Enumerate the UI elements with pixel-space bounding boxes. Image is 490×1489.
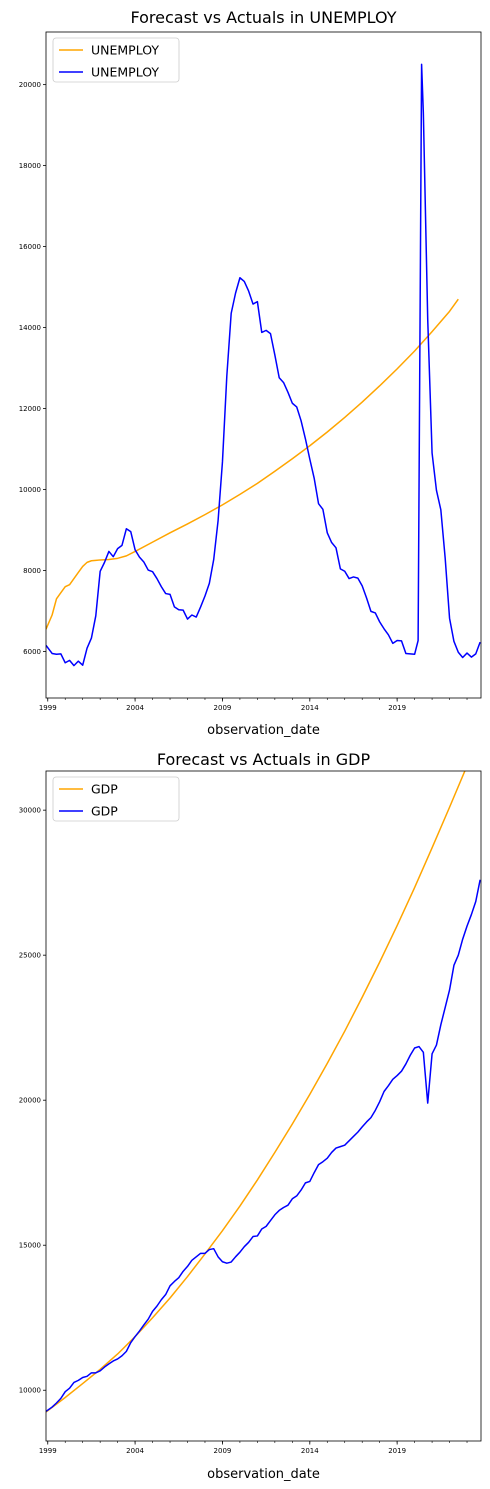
x-tick-label: 2009	[214, 704, 232, 712]
legend-label: UNEMPLOY	[91, 43, 159, 58]
y-tick-label: 14000	[19, 324, 41, 332]
legend-box	[52, 776, 180, 822]
x-tick-label: 2014	[301, 704, 319, 712]
plot-frame	[45, 770, 482, 1442]
series-line-actual	[46, 879, 481, 1413]
chart-panel-2: Forecast vs Actuals in GDP 10000 15000 2000…	[19, 750, 482, 1482]
x-tick-label: 1999	[39, 1447, 57, 1455]
y-tick-label: 30000	[19, 807, 41, 815]
y-tick-label: 20000	[19, 81, 41, 89]
x-axis-label: observation_date	[207, 1467, 320, 1482]
legend-label: UNEMPLOY	[91, 65, 159, 80]
y-tick-label: 8000	[23, 567, 41, 575]
y-tick-label: 10000	[19, 1387, 41, 1395]
legend: UNEMPLOY UNEMPLOY	[52, 37, 180, 83]
x-tick-label: 1999	[39, 704, 57, 712]
plot-frame	[45, 31, 482, 699]
series-line-forecast	[46, 771, 466, 1413]
series-line-forecast	[46, 298, 459, 630]
legend-label: GDP	[91, 804, 118, 819]
chart-title: Forecast vs Actuals in UNEMPLOY	[131, 8, 397, 27]
y-tick-label: 16000	[19, 243, 41, 251]
legend: GDP GDP	[52, 776, 180, 822]
chart-title: Forecast vs Actuals in GDP	[157, 750, 371, 769]
y-tick-label: 12000	[19, 405, 41, 413]
x-tick-label: 2004	[126, 1447, 144, 1455]
x-tick-label: 2004	[126, 704, 144, 712]
x-tick-label: 2014	[301, 1447, 319, 1455]
legend-box	[52, 37, 180, 83]
series-line-actual	[46, 63, 481, 667]
y-tick-label: 18000	[19, 162, 41, 170]
y-tick-label: 6000	[23, 648, 41, 656]
y-tick-label: 20000	[19, 1097, 41, 1105]
y-tick-label: 10000	[19, 486, 41, 494]
legend-label: GDP	[91, 782, 118, 797]
x-tick-label: 2019	[388, 704, 406, 712]
x-tick-label: 2019	[388, 1447, 406, 1455]
y-tick-label: 15000	[19, 1242, 41, 1250]
x-tick-label: 2009	[214, 1447, 232, 1455]
x-axis-label: observation_date	[207, 723, 320, 738]
chart-panel-1: Forecast vs Actuals in UNEMPLOY 6000 8000 1…	[19, 8, 482, 738]
y-tick-label: 25000	[19, 952, 41, 960]
